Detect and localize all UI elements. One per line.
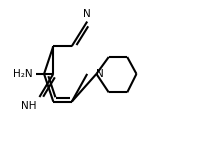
Text: H₂N: H₂N (13, 69, 32, 79)
Text: N: N (83, 9, 91, 19)
Text: N: N (96, 69, 103, 79)
Text: NH: NH (21, 101, 36, 111)
